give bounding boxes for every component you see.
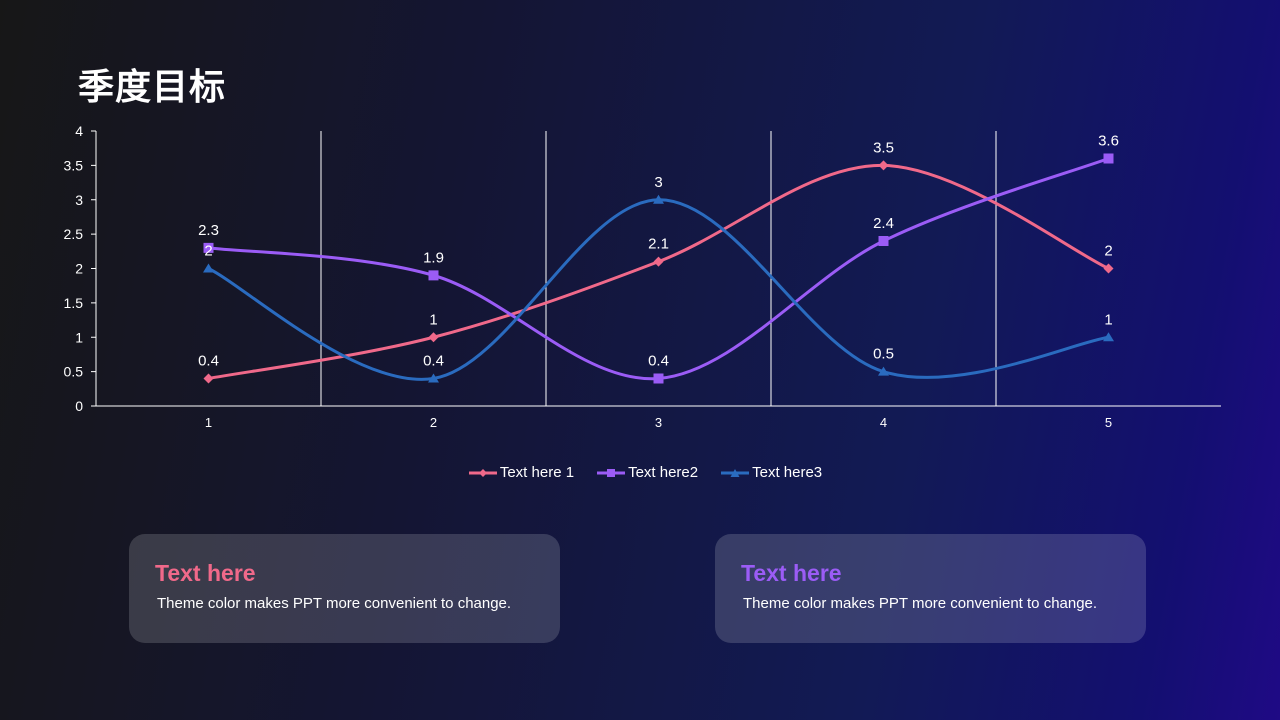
data-point: [878, 160, 889, 171]
card-text: Theme color makes PPT more convenient to…: [157, 595, 512, 612]
data-point: [428, 373, 439, 383]
x-tick-label: 5: [1105, 415, 1112, 430]
data-label: 3: [654, 174, 662, 191]
y-tick-label: 4: [75, 123, 83, 139]
legend-label: Text here 1: [499, 464, 575, 481]
data-label: 3.5: [873, 139, 894, 156]
y-tick-label: 3: [75, 192, 83, 208]
x-tick-label: 1: [205, 415, 212, 430]
data-point: [1103, 332, 1114, 342]
data-label: 2.4: [873, 215, 894, 232]
data-point: [1103, 153, 1114, 164]
data-label: 1: [429, 311, 437, 328]
y-tick-label: 3.5: [64, 157, 84, 173]
card-title: Text here: [741, 560, 842, 586]
data-label: 1.9: [423, 249, 444, 266]
data-label: 0.4: [648, 353, 669, 370]
legend-item-series-3: Text here3: [720, 464, 822, 481]
data-point: [653, 194, 664, 204]
y-tick-label: 2: [75, 261, 83, 277]
data-point: [1103, 263, 1114, 274]
card-title: Text here: [155, 560, 256, 586]
y-tick-label: 1.5: [64, 295, 84, 311]
legend-swatch-square-icon: [597, 468, 626, 477]
y-tick-label: 0.5: [64, 364, 84, 380]
data-point: [653, 373, 664, 384]
data-label: 0.4: [198, 353, 219, 370]
data-point: [428, 270, 439, 281]
info-card-2: Text here Theme color makes PPT more con…: [715, 534, 1146, 643]
data-point: [203, 373, 214, 384]
info-card-1: Text here Theme color makes PPT more con…: [129, 534, 560, 643]
chart-legend: Text here 1 Text here2 Text here3: [0, 464, 1280, 481]
legend-label: Text here3: [752, 464, 823, 481]
data-point: [203, 242, 214, 253]
data-label: 1: [1104, 311, 1112, 328]
data-label: 2.3: [198, 222, 219, 239]
x-tick-label: 4: [880, 415, 887, 430]
data-label: 2: [204, 243, 212, 260]
data-label: 2: [1104, 243, 1112, 260]
data-label: 0.4: [423, 353, 444, 370]
legend-swatch-diamond-icon: [468, 468, 497, 477]
card-text: Theme color makes PPT more convenient to…: [743, 595, 1098, 612]
x-tick-label: 3: [655, 415, 662, 430]
data-point: [428, 332, 439, 343]
legend-item-series-1: Text here 1: [468, 464, 574, 481]
slide-title: 季度目标: [78, 67, 227, 108]
legend-label: Text here2: [628, 464, 699, 481]
y-tick-label: 0: [75, 398, 83, 414]
x-tick-label: 2: [430, 415, 437, 430]
legend-swatch-triangle-icon: [721, 468, 750, 477]
data-point: [203, 263, 214, 273]
data-point: [878, 236, 889, 246]
data-point: [878, 366, 889, 376]
data-label: 3.6: [1098, 133, 1119, 150]
y-tick-label: 1: [75, 329, 83, 345]
data-point: [653, 256, 664, 267]
legend-item-series-2: Text here2: [596, 464, 698, 481]
data-label: 0.5: [873, 346, 894, 363]
data-label: 2.1: [648, 236, 669, 253]
y-tick-label: 2.5: [64, 226, 84, 242]
